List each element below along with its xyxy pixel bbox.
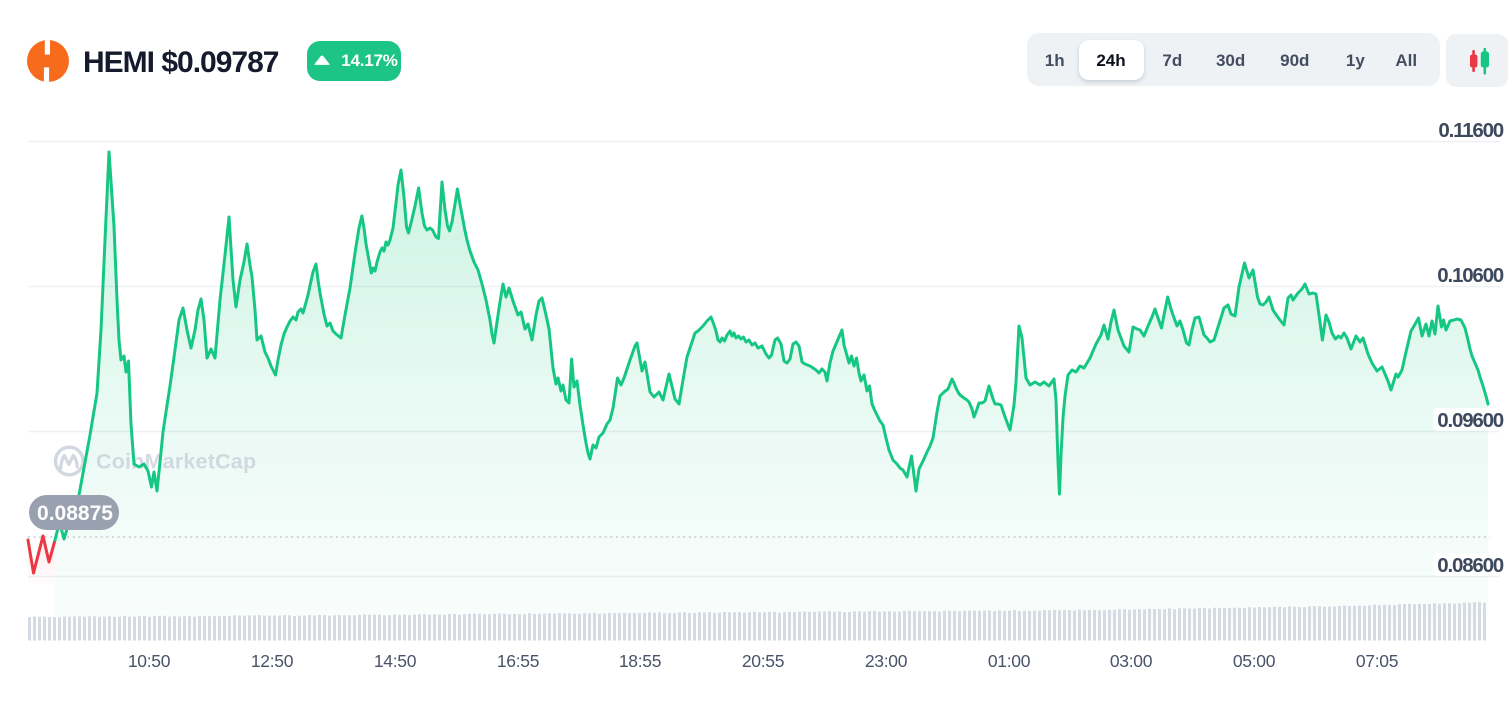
- svg-text:03:00: 03:00: [1110, 651, 1153, 671]
- svg-text:12:50: 12:50: [251, 651, 294, 671]
- svg-text:01:00: 01:00: [988, 651, 1031, 671]
- svg-text:0.09600: 0.09600: [1437, 409, 1504, 432]
- svg-text:0.08600: 0.08600: [1437, 554, 1504, 577]
- svg-text:0.10600: 0.10600: [1437, 264, 1504, 287]
- svg-text:07:05: 07:05: [1356, 651, 1398, 671]
- svg-text:0.08875: 0.08875: [37, 502, 113, 525]
- svg-text:10:50: 10:50: [128, 651, 171, 671]
- svg-text:16:55: 16:55: [497, 651, 539, 671]
- svg-text:05:00: 05:00: [1233, 651, 1276, 671]
- svg-text:20:55: 20:55: [742, 651, 784, 671]
- svg-text:23:00: 23:00: [865, 651, 908, 671]
- svg-text:CoinMarketCap: CoinMarketCap: [96, 450, 256, 474]
- svg-text:14:50: 14:50: [374, 651, 417, 671]
- svg-text:0.11600: 0.11600: [1438, 119, 1503, 142]
- svg-text:18:55: 18:55: [619, 651, 661, 671]
